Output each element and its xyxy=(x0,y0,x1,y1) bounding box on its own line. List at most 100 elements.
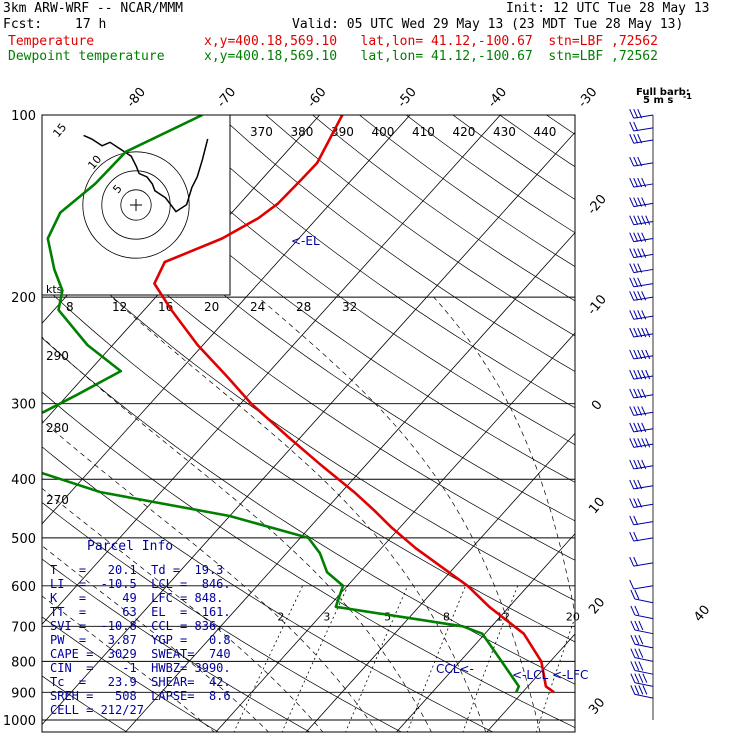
sounding-series xyxy=(42,115,555,694)
pressure-tick-label: 100 xyxy=(11,109,36,124)
hodograph-unit: kts xyxy=(46,283,63,296)
barb-feather xyxy=(630,634,636,645)
mixing-ratio-label: 8 xyxy=(443,610,450,623)
barb-staff xyxy=(633,562,654,567)
wind-barb xyxy=(629,197,654,208)
wind-barb xyxy=(629,248,654,259)
barb-feather xyxy=(633,327,639,338)
isotherm-line xyxy=(305,432,575,732)
wind-barb xyxy=(629,277,654,288)
wind-barbs xyxy=(629,108,654,720)
barb-staff xyxy=(633,283,654,288)
barb-feather xyxy=(629,121,635,132)
speed-tick-label: 12 xyxy=(112,300,127,314)
barb-feather xyxy=(641,215,647,225)
parcel-row: T = 20.1 Td = 19.3 xyxy=(50,563,224,577)
pressure-tick-label: 1000 xyxy=(3,714,36,729)
barb-feather xyxy=(633,388,639,399)
isotherm-label: 10 xyxy=(586,495,608,517)
moist-adiabat xyxy=(257,296,541,732)
barb-staff xyxy=(633,268,654,274)
barb-feather xyxy=(629,498,635,508)
wind-barb xyxy=(630,661,654,675)
speed-tick-label: 8 xyxy=(66,300,74,314)
pressure-tick-label: 900 xyxy=(11,686,36,701)
isotherm-label: -50 xyxy=(395,85,420,111)
barb-staff xyxy=(633,355,654,360)
wind-barb xyxy=(630,685,654,699)
isotherm-label: -20 xyxy=(585,192,610,218)
dewpoint-line xyxy=(42,115,521,693)
barb-feather xyxy=(637,108,643,119)
barb-feather xyxy=(645,438,651,448)
barb-feather xyxy=(634,673,640,683)
hodograph-trace xyxy=(83,134,209,213)
dew-legend-label: Dewpoint temperature xyxy=(8,49,165,64)
barb-feather xyxy=(641,438,647,448)
barb-feather xyxy=(641,291,647,301)
barb-staff xyxy=(633,394,654,399)
speed-tick-label: 28 xyxy=(296,300,311,314)
barb-feather xyxy=(629,349,635,360)
wind-barb xyxy=(629,108,654,119)
barb-feather xyxy=(637,291,643,301)
temp-legend-location: x,y=400.18,569.10 lat,lon= 41.12,-100.67… xyxy=(204,34,658,49)
parcel-row: SVI = -10.8 CCL = 836. xyxy=(50,619,224,633)
barb-feather xyxy=(633,121,639,132)
dry-adiabat xyxy=(218,115,575,372)
dry-adiabat xyxy=(171,115,575,409)
theta-label: 420 xyxy=(453,125,476,139)
barb-feather xyxy=(641,327,647,338)
wind-barb xyxy=(629,263,654,274)
parcel-title: Parcel Info xyxy=(87,539,174,554)
barb-feather xyxy=(633,232,639,242)
barb-feather xyxy=(629,579,635,590)
isotherm-label: -70 xyxy=(214,85,239,111)
dry-adiabat xyxy=(405,115,575,234)
dry-adiabat xyxy=(42,283,575,643)
barb-staff xyxy=(634,669,654,675)
dry-adiabat xyxy=(358,115,575,267)
barb-staff xyxy=(633,114,654,119)
dry-adiabat xyxy=(42,616,220,732)
barb-feather xyxy=(629,310,635,320)
barb-feather xyxy=(645,349,651,360)
barb-feather xyxy=(637,215,643,225)
dry-adiabat xyxy=(42,178,575,561)
barb-staff xyxy=(633,237,654,243)
mixing-ratio-line xyxy=(281,585,349,732)
barb-feather xyxy=(633,108,639,119)
fcst-label: Fcst: xyxy=(3,17,43,32)
wind-barb xyxy=(629,388,654,399)
barb-unit-label: 5 m s xyxy=(643,95,673,106)
barb-staff xyxy=(633,465,654,470)
barb-feather xyxy=(634,634,640,645)
dry-adiabat xyxy=(265,115,575,337)
moist-adiabat xyxy=(42,595,215,732)
isotherm-line xyxy=(42,115,411,525)
dry-adiabat xyxy=(42,230,575,601)
barb-feather xyxy=(638,685,644,695)
moist-adiabat xyxy=(111,296,487,732)
barb-unit-exponent: -1 xyxy=(683,92,692,101)
barb-feather xyxy=(637,406,643,416)
temperature-line xyxy=(153,115,555,694)
pressure-tick-label: 500 xyxy=(11,532,36,547)
dry-adiabat xyxy=(452,115,575,200)
barb-feather xyxy=(629,248,635,258)
barb-feather xyxy=(637,438,643,448)
wind-barb xyxy=(629,498,654,508)
wind-barb xyxy=(629,459,654,470)
isotherm-line xyxy=(125,232,575,732)
barb-feather xyxy=(641,459,647,470)
barb-staff xyxy=(634,614,654,620)
dry-adiabat xyxy=(42,675,128,732)
wind-barb xyxy=(629,177,654,188)
theta-label: 380 xyxy=(291,125,314,139)
mixing-ratio-line xyxy=(345,585,409,732)
mixing-ratio-label: 20 xyxy=(566,610,580,623)
barb-feather xyxy=(629,531,635,542)
parcel-row: TT = 63 EL = 161. xyxy=(50,605,231,619)
theta-label: 390 xyxy=(331,125,354,139)
